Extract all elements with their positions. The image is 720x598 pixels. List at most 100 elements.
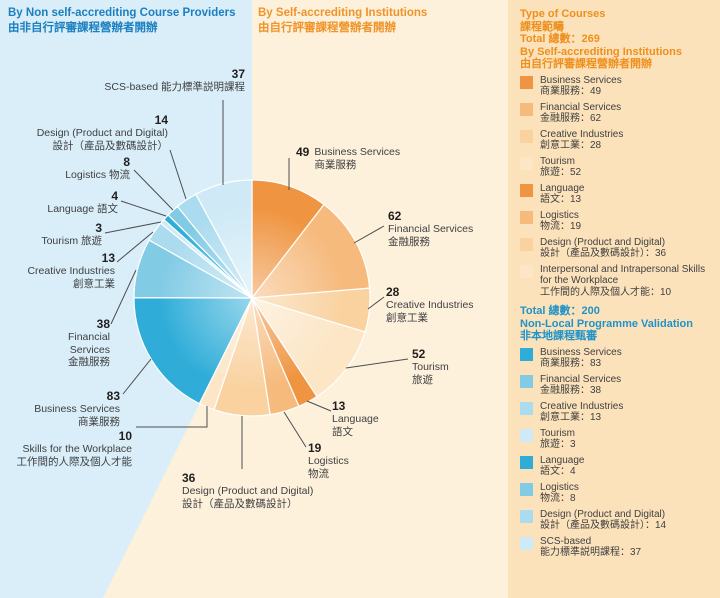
- callout-zh: 金融服務: [68, 356, 110, 368]
- callout-en: Business Services: [314, 146, 401, 158]
- legend-zh: 能力標準説明課程：37: [540, 547, 642, 558]
- legend-en: Logistics: [540, 209, 579, 221]
- legend-zh: 創意工業：28: [540, 140, 602, 151]
- legend-zh: 商業服務：83: [540, 358, 602, 369]
- leader-blue-design: [169, 149, 187, 200]
- leader-blue-financial: [110, 269, 137, 325]
- callout-zh: 旅遊: [412, 373, 433, 386]
- callout-blue-scs: 37 SCS-based 能力標準説明課程: [104, 68, 245, 94]
- pie-chart-area: By Non self-accrediting Course Providers…: [8, 6, 474, 510]
- callout-value: 37: [231, 67, 245, 81]
- callout-orange-language: 13 Language 語文: [332, 400, 379, 438]
- callout-en: Logistics: [308, 455, 349, 467]
- leader-blue-creative: [116, 231, 154, 263]
- legend-swatch: [520, 129, 533, 143]
- legend-zh: 物流：19: [540, 221, 582, 232]
- callout-value: 49: [296, 145, 310, 159]
- callout-value: 10: [118, 429, 132, 443]
- legend-zh: 設計（產品及數碼設計）：36: [540, 248, 667, 259]
- callout-value: 8: [123, 155, 130, 169]
- callout-orange-financial: 62 Financial Services 金融服務: [388, 210, 473, 248]
- header-right-zh: 由自行評審課程營辦者開辦: [258, 22, 396, 34]
- callout-value: 83: [106, 389, 120, 403]
- legend-en: Design (Product and Digital): [540, 236, 666, 248]
- legend-en: Business Services: [540, 346, 622, 358]
- callout-value: 36: [182, 471, 196, 485]
- callout-orange-creative: 28 Creative Industries 創意工業: [386, 286, 474, 324]
- legend-blue: Business Services 商業服務：83 Financial Servi…: [520, 347, 712, 559]
- callout-blue-design: 14 Design (Product and Digital) 設計（產品及數碼…: [37, 114, 168, 152]
- callout-value: 3: [95, 221, 102, 235]
- legend-en: Language: [540, 454, 585, 466]
- callout-zh: 創意工業: [73, 277, 115, 290]
- legend-item-blue-scs: SCS-based 能力標準説明課程：37: [520, 536, 712, 559]
- legend-item-blue-financial: Financial Services 金融服務：38: [520, 374, 712, 397]
- legend-en: Design (Product and Digital): [540, 508, 666, 520]
- legend-zh: 金融服務：38: [540, 385, 602, 396]
- legend-zh: 旅遊：52: [540, 167, 582, 178]
- header-non-self-accrediting: By Non self-accrediting Course Providers…: [8, 6, 236, 36]
- callout-value: 13: [332, 399, 346, 413]
- callout-leader-lines: [104, 100, 409, 469]
- callout-en: Creative Industries: [27, 265, 115, 277]
- callout-blue-business: 83 Business Services 商業服務: [34, 390, 120, 428]
- callout-en: Language: [47, 203, 95, 215]
- legend-zh: 旅遊：3: [540, 439, 576, 450]
- legend-item-blue-design: Design (Product and Digital) 設計（產品及數碼設計）：…: [520, 509, 712, 532]
- callout-value: 14: [154, 113, 168, 127]
- sidebar-total-blue: Total 總數：200: [520, 305, 600, 317]
- legend-swatch: [520, 482, 533, 496]
- callout-zh: 創意工業: [386, 311, 428, 324]
- legend-zh: 商業服務：49: [540, 86, 602, 97]
- legend-swatch: [520, 183, 533, 197]
- callout-zh: 物流: [109, 169, 130, 181]
- legend-zh: 金融服務：62: [540, 113, 602, 124]
- legend-zh: 設計（產品及數碼設計）：14: [540, 520, 667, 531]
- leader-orange-language: [306, 400, 332, 412]
- callout-zh: 物流: [308, 467, 329, 480]
- legend-en: Business Services: [540, 74, 622, 86]
- sidebar-title-en: Type of Courses: [520, 8, 606, 20]
- callout-value: 62: [388, 209, 402, 223]
- header-left-en: By Non self-accrediting Course Providers: [8, 7, 236, 19]
- legend-item-orange-business: Business Services 商業服務：49: [520, 75, 712, 98]
- legend-item-blue-business: Business Services 商業服務：83: [520, 347, 712, 370]
- callout-value: 4: [111, 189, 118, 203]
- legend-swatch: [520, 237, 533, 251]
- legend-swatch: [520, 509, 533, 523]
- legend-orange: Business Services 商業服務：49 Financial Servi…: [520, 75, 712, 299]
- legend-item-blue-tourism: Tourism 旅遊：3: [520, 428, 712, 451]
- legend-sidebar: Type of Courses 課程範疇 Total 總數：269 By Sel…: [508, 0, 720, 598]
- legend-swatch: [520, 401, 533, 415]
- legend-en: Interpersonal and Intrapersonal Skills f…: [540, 263, 706, 287]
- legend-swatch: [520, 102, 533, 116]
- legend-en: Financial Services: [540, 101, 622, 113]
- leader-blue-tourism: [104, 221, 162, 234]
- sidebar-title-zh: 課程範疇: [520, 20, 564, 33]
- leader-orange-interpersonal: [136, 406, 208, 428]
- leader-blue-business: [122, 358, 152, 395]
- leader-orange-creative: [367, 296, 385, 310]
- callout-blue-language: 4 Language 語文: [47, 190, 118, 216]
- callout-orange-tourism: 52 Tourism 旅遊: [412, 348, 449, 386]
- sidebar-blue-sub-en: Non-Local Programme Validation: [520, 317, 693, 330]
- callout-blue-financial: 38 Financial Services 金融服務: [36, 318, 110, 369]
- legend-item-orange-tourism: Tourism 旅遊：52: [520, 156, 712, 179]
- sidebar-blue-header: Total 總數：200 Non-Local Programme Validat…: [520, 305, 712, 343]
- header-right-en: By Self-accrediting Institutions: [258, 7, 428, 19]
- legend-zh: 工作間的人際及個人才能：10: [540, 286, 672, 298]
- pie-chart-svg: [104, 100, 409, 469]
- legend-en: Logistics: [540, 481, 579, 493]
- callout-orange-design: 36 Design (Product and Digital) 設計（產品及數碼…: [182, 472, 313, 510]
- callout-zh: 工作間的人際及個人才能: [16, 455, 133, 468]
- legend-swatch: [520, 264, 533, 278]
- callout-zh: 設計（產品及數碼設計）: [52, 139, 169, 152]
- sidebar-orange-header: Type of Courses 課程範疇 Total 總數：269 By Sel…: [520, 8, 712, 71]
- callout-blue-logistics: 8 Logistics 物流: [65, 156, 130, 182]
- sidebar-orange-sub-zh: 由自行評審課程營辦者開辦: [520, 58, 652, 70]
- legend-item-orange-interpersonal: Interpersonal and Intrapersonal Skills f…: [520, 264, 712, 299]
- sidebar-blue-sub-zh: 非本地課程甄審: [520, 330, 597, 342]
- legend-item-orange-creative: Creative Industries 創意工業：28: [520, 129, 712, 152]
- callout-en: Logistics: [65, 169, 107, 181]
